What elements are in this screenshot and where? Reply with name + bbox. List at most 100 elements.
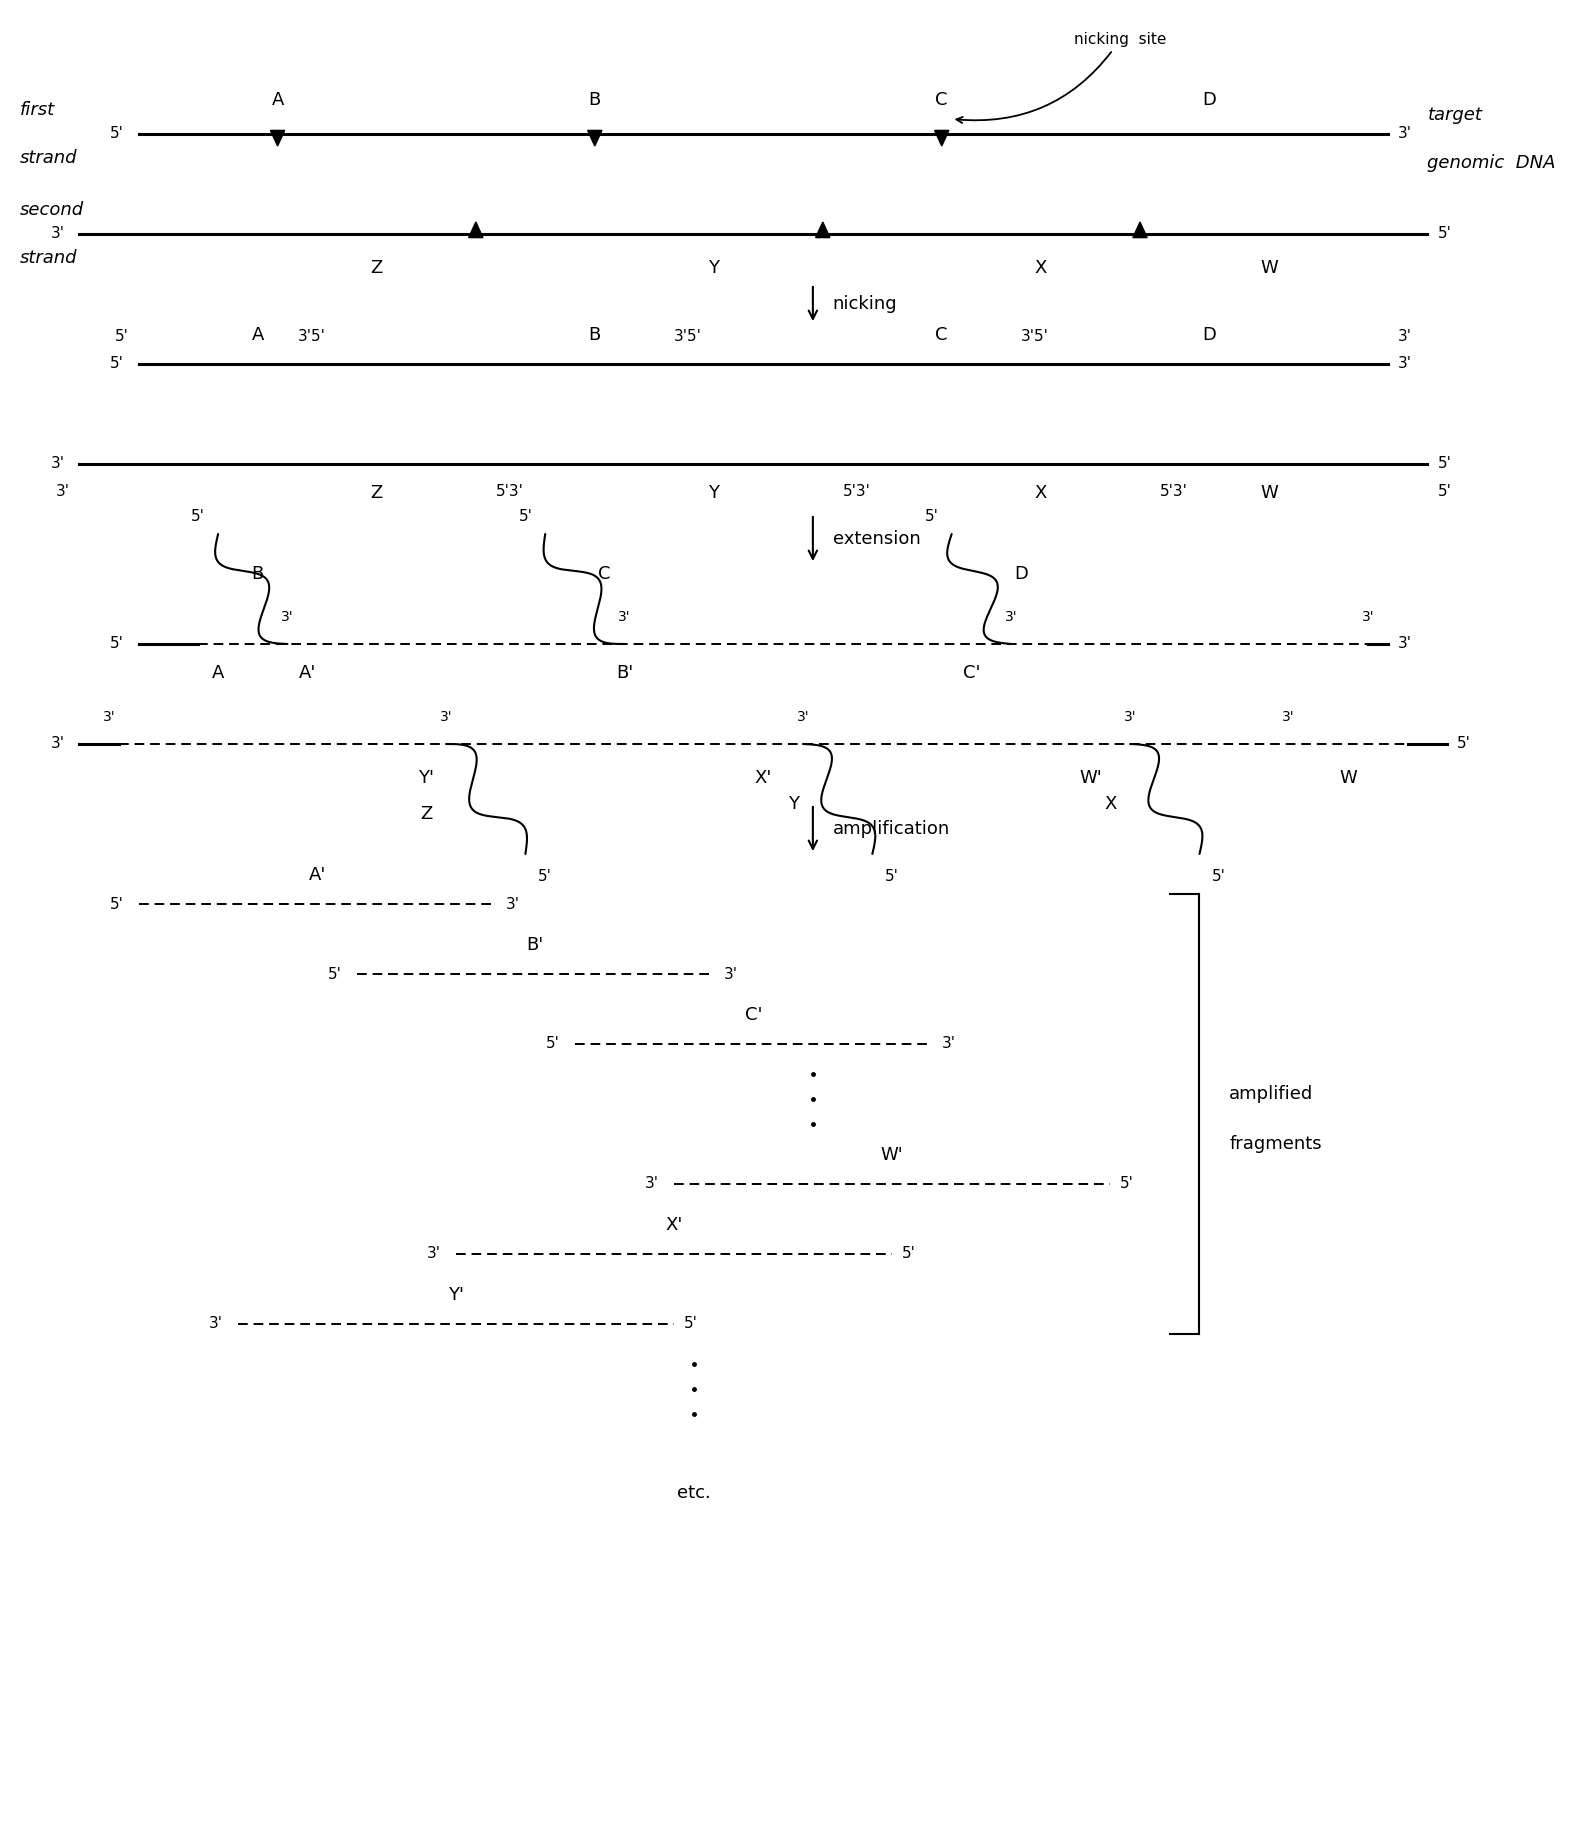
Text: amplified: amplified: [1229, 1084, 1313, 1103]
Text: 3': 3': [1397, 328, 1412, 345]
Text: B': B': [616, 664, 634, 682]
Text: 3'5': 3'5': [1021, 328, 1050, 345]
Text: Z: Z: [421, 806, 432, 822]
Text: W': W': [1080, 769, 1102, 787]
Text: B': B': [527, 937, 545, 953]
Text: X: X: [1104, 795, 1116, 813]
Text: Y: Y: [708, 258, 719, 277]
Text: A: A: [251, 326, 264, 345]
Text: 5'3': 5'3': [495, 483, 524, 500]
Text: 3'5': 3'5': [297, 328, 326, 345]
Text: 3': 3': [210, 1317, 222, 1331]
Text: C: C: [935, 326, 948, 345]
Text: W: W: [1259, 483, 1278, 502]
Text: 3': 3': [427, 1247, 441, 1261]
Text: 3': 3': [724, 966, 738, 981]
Text: 3': 3': [1397, 636, 1412, 651]
Text: nicking: nicking: [832, 295, 897, 313]
Text: fragments: fragments: [1229, 1136, 1321, 1152]
Text: 5': 5': [1458, 736, 1470, 752]
Text: C: C: [935, 90, 948, 109]
Text: Y: Y: [788, 795, 799, 813]
Text: 3': 3': [505, 896, 519, 911]
Text: 3'5': 3'5': [673, 328, 702, 345]
Text: 5': 5': [924, 509, 939, 524]
Text: strand: strand: [19, 149, 78, 168]
Text: 3': 3': [51, 457, 65, 472]
Text: A': A': [299, 664, 316, 682]
Text: nicking  site: nicking site: [956, 31, 1166, 124]
Text: 3': 3': [281, 610, 294, 623]
Text: B: B: [589, 90, 600, 109]
Text: 5': 5': [1212, 869, 1226, 883]
Polygon shape: [468, 221, 483, 238]
Text: etc.: etc.: [676, 1484, 711, 1503]
Text: A: A: [211, 664, 224, 682]
Text: 5': 5': [538, 869, 553, 883]
Text: B: B: [251, 564, 264, 583]
Text: A': A': [308, 867, 326, 883]
Text: 5': 5': [1120, 1176, 1134, 1191]
Text: 3': 3': [51, 227, 65, 242]
Text: Y': Y': [418, 769, 434, 787]
Text: 3': 3': [942, 1036, 956, 1051]
Text: 3': 3': [1283, 710, 1296, 725]
Text: 3': 3': [1361, 610, 1374, 623]
Text: 5': 5': [1437, 227, 1451, 242]
Polygon shape: [270, 131, 284, 146]
Text: X': X': [665, 1215, 683, 1234]
Text: 5': 5': [110, 127, 124, 142]
Text: genomic  DNA: genomic DNA: [1428, 155, 1556, 171]
Text: D: D: [1202, 90, 1216, 109]
Text: target: target: [1428, 105, 1482, 124]
Text: 5': 5': [114, 328, 129, 345]
Text: 3': 3': [797, 710, 810, 725]
Polygon shape: [935, 131, 950, 146]
Text: 5': 5': [1437, 457, 1451, 472]
Text: 5': 5': [110, 636, 124, 651]
Text: Z: Z: [370, 483, 383, 502]
Text: second: second: [19, 201, 84, 219]
Text: W: W: [1259, 258, 1278, 277]
Text: 5': 5': [518, 509, 532, 524]
Text: 3': 3': [1005, 610, 1018, 623]
Text: 5': 5': [110, 896, 124, 911]
Polygon shape: [1132, 221, 1147, 238]
Text: 5': 5': [684, 1317, 697, 1331]
Text: 5': 5': [110, 356, 124, 371]
Polygon shape: [816, 221, 831, 238]
Text: 5'3': 5'3': [843, 483, 870, 500]
Text: amplification: amplification: [832, 821, 950, 837]
Text: 3': 3': [103, 710, 116, 725]
Text: D: D: [1202, 326, 1216, 345]
Text: D: D: [1015, 564, 1027, 583]
Text: X: X: [1035, 483, 1046, 502]
Text: X': X': [754, 769, 772, 787]
Text: W': W': [881, 1145, 904, 1164]
Text: 3': 3': [51, 736, 65, 752]
Text: 3': 3': [1124, 710, 1137, 725]
Text: first: first: [19, 101, 56, 120]
Polygon shape: [588, 131, 602, 146]
Text: 5': 5': [1437, 483, 1451, 500]
Text: C': C': [745, 1007, 762, 1023]
Text: C: C: [599, 564, 611, 583]
Text: extension: extension: [832, 529, 921, 548]
Text: 5': 5': [902, 1247, 916, 1261]
Text: 5': 5': [885, 869, 899, 883]
Text: X: X: [1035, 258, 1046, 277]
Text: 5'3': 5'3': [1159, 483, 1188, 500]
Text: A: A: [272, 90, 284, 109]
Text: 5': 5': [546, 1036, 561, 1051]
Text: 5': 5': [191, 509, 205, 524]
Text: 3': 3': [1397, 127, 1412, 142]
Text: 3': 3': [56, 483, 70, 500]
Text: 3': 3': [645, 1176, 659, 1191]
Text: 3': 3': [1397, 356, 1412, 371]
Text: C': C': [962, 664, 980, 682]
Text: 3': 3': [440, 710, 453, 725]
Text: B: B: [589, 326, 600, 345]
Text: strand: strand: [19, 249, 78, 267]
Text: Z: Z: [370, 258, 383, 277]
Text: 3': 3': [618, 610, 630, 623]
